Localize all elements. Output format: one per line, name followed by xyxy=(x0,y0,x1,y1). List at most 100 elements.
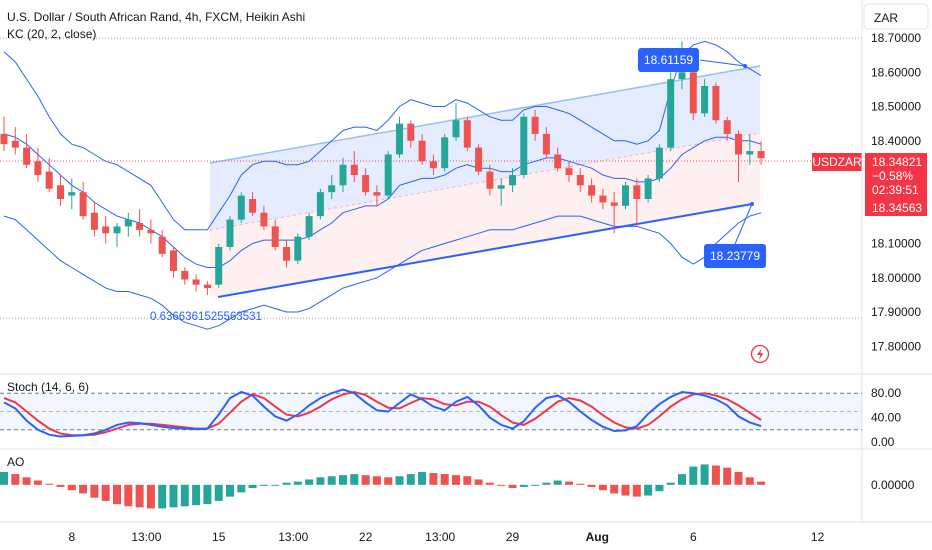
candle xyxy=(486,164,494,196)
candle-body xyxy=(57,185,64,199)
ao-bar xyxy=(406,474,415,485)
candle xyxy=(542,127,550,158)
stochastic-pane xyxy=(0,388,862,438)
lower-callout[interactable]: 18.23779 xyxy=(704,202,766,268)
candle-body xyxy=(79,192,87,217)
candle-body xyxy=(678,72,686,80)
lower-callout-text: 18.23779 xyxy=(710,249,760,263)
candle xyxy=(407,120,415,148)
ao-bar xyxy=(610,484,619,494)
stoch-tick-label: 0.00 xyxy=(871,435,895,449)
candle xyxy=(599,188,607,210)
ao-label[interactable]: AO xyxy=(7,455,24,469)
candle xyxy=(0,116,8,152)
candle-body xyxy=(610,202,618,206)
stoch-tick-label: 40.00 xyxy=(871,411,901,425)
candle xyxy=(418,133,426,165)
channel-lower-fill xyxy=(210,133,760,297)
candle xyxy=(441,133,449,172)
ao-bar xyxy=(519,484,528,487)
ao-bar xyxy=(350,474,359,485)
ao-bar xyxy=(361,475,370,485)
flash-icon[interactable] xyxy=(750,344,770,364)
ao-bar xyxy=(384,477,393,485)
ao-bar xyxy=(734,471,743,485)
candle xyxy=(124,212,132,237)
stoch-label[interactable]: Stoch (14, 6, 6) xyxy=(7,380,89,394)
ao-bar xyxy=(124,484,133,507)
candle-body xyxy=(90,212,98,230)
candle-body xyxy=(249,199,257,213)
candle-body xyxy=(644,178,652,199)
candle-body xyxy=(362,175,370,193)
ao-bar xyxy=(22,477,31,485)
chart-title: U.S. Dollar / South African Rand, 4h, FX… xyxy=(7,10,305,24)
candle xyxy=(226,216,234,251)
candle-body xyxy=(328,185,336,193)
candle-body xyxy=(136,222,144,230)
currency-button[interactable]: ZAR xyxy=(863,3,929,30)
price-tick-label: 18.40000 xyxy=(871,134,921,148)
ao-bar xyxy=(0,471,8,485)
time-axis[interactable]: 8 13:00 15 13:00 22 13:00 29 Aug 6 12 xyxy=(68,530,824,544)
candle-body xyxy=(531,116,539,134)
candle-body xyxy=(463,120,471,148)
candle-body xyxy=(407,123,415,141)
candle-body xyxy=(689,72,697,114)
channel-upper-fill xyxy=(210,66,760,230)
ao-bar xyxy=(440,474,449,485)
lower-callout-box xyxy=(704,244,766,268)
upper-callout-text: 18.61159 xyxy=(644,53,693,67)
candle xyxy=(316,188,324,220)
ao-bar xyxy=(180,484,189,507)
candle xyxy=(260,205,268,230)
candle xyxy=(746,133,754,165)
indicator-label[interactable]: KC (20, 2, close) xyxy=(7,27,96,41)
candle xyxy=(497,178,505,206)
ao-bar xyxy=(723,467,732,485)
candle-body xyxy=(170,250,177,271)
candle xyxy=(45,157,53,193)
candle xyxy=(509,168,516,193)
ao-bar xyxy=(56,484,65,487)
candle xyxy=(339,157,347,193)
time-tick-label: 15 xyxy=(212,530,226,544)
price-tick-label: 18.70000 xyxy=(871,31,921,45)
time-tick-label: 13:00 xyxy=(131,530,161,544)
candle-body xyxy=(226,219,234,247)
candle xyxy=(655,144,663,182)
candle xyxy=(158,229,166,258)
candle-body xyxy=(735,133,742,155)
price-tick-label: 17.90000 xyxy=(871,305,921,319)
candle xyxy=(294,233,302,265)
ao-bar xyxy=(101,484,110,501)
time-tick-label: 13:00 xyxy=(425,530,455,544)
ao-bar xyxy=(372,476,381,485)
stoch-k-line xyxy=(3,388,762,438)
candle-body xyxy=(509,175,516,186)
candle-body xyxy=(429,161,437,169)
currency-label: ZAR xyxy=(874,11,898,25)
candle xyxy=(576,168,584,193)
symbol-badge: USDZAR xyxy=(812,153,862,171)
candle xyxy=(34,147,42,182)
candle-body xyxy=(757,151,765,159)
channel-bottom-line xyxy=(217,203,753,298)
ao-bar xyxy=(192,484,201,506)
candle-body xyxy=(418,140,426,162)
candle xyxy=(701,79,709,117)
candle xyxy=(68,178,76,210)
candle xyxy=(667,72,675,152)
candle xyxy=(271,219,279,251)
ao-bar xyxy=(542,482,551,485)
ao-bar xyxy=(621,484,630,496)
candle-body xyxy=(655,147,663,179)
upper-callout[interactable]: 18.61159 xyxy=(638,48,747,72)
candle-body xyxy=(441,137,449,169)
lower-callout-dot xyxy=(750,202,754,206)
candle xyxy=(723,116,731,141)
ao-bar xyxy=(146,484,155,509)
candle xyxy=(350,151,358,182)
fib-label: 0.6366361525563531 xyxy=(150,311,262,323)
